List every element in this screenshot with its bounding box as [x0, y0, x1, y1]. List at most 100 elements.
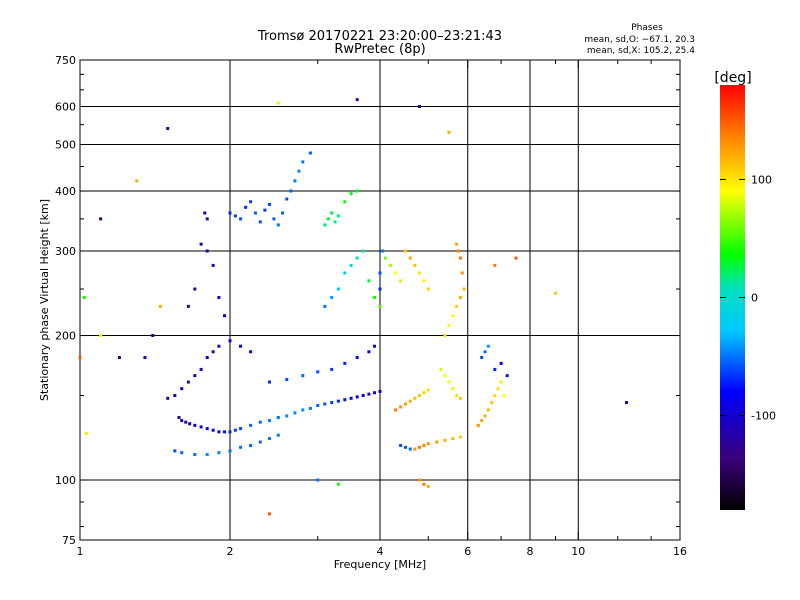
data-point-0-103: [349, 263, 353, 267]
colorbar-label: [deg]: [714, 70, 751, 86]
data-point-0-70: [258, 220, 262, 224]
data-point-0-117: [408, 256, 412, 260]
data-point-0-172: [417, 478, 421, 482]
data-point-0-175: [316, 478, 320, 482]
data-point-0-42: [276, 433, 280, 437]
x-axis-label: Frequency [MHz]: [334, 558, 426, 571]
y-tick-label-0: 75: [62, 534, 76, 547]
data-point-0-82: [205, 249, 209, 253]
data-point-0-108: [378, 304, 382, 308]
data-point-0-35: [205, 453, 209, 457]
data-point-0-5: [199, 425, 203, 429]
data-point-0-161: [490, 401, 494, 405]
data-point-0-170: [499, 361, 503, 365]
data-point-0-25: [343, 398, 347, 402]
data-point-0-131: [403, 445, 407, 449]
data-point-0-110: [378, 271, 382, 275]
data-point-0-54: [249, 350, 253, 354]
data-point-0-177: [267, 512, 271, 516]
data-point-0-93: [330, 211, 334, 215]
data-point-0-182: [151, 334, 155, 338]
data-point-0-192: [447, 130, 451, 134]
data-point-0-12: [239, 427, 243, 431]
data-point-0-83: [199, 242, 203, 246]
stats-line-o: mean, sd,O: −67.1, 20.3: [584, 35, 695, 45]
data-point-0-107: [373, 296, 377, 300]
data-point-0-106: [367, 279, 371, 283]
data-point-0-101: [336, 287, 340, 291]
data-point-0-10: [228, 430, 232, 434]
data-point-0-57: [301, 374, 305, 378]
data-point-0-18: [293, 411, 297, 415]
chart-subtitle: RwPretec (8p): [334, 42, 425, 57]
data-points: [78, 98, 629, 516]
data-point-0-56: [285, 377, 289, 381]
x-tick-label-3: 6: [464, 545, 471, 558]
chart-title: Tromsø 20170221 23:20:00–23:21:43: [257, 29, 502, 44]
data-point-0-147: [460, 271, 464, 275]
data-point-0-81: [308, 151, 312, 155]
data-point-0-44: [173, 394, 177, 398]
data-point-0-98: [355, 189, 359, 193]
y-tick-label-7: 750: [55, 54, 76, 67]
data-point-0-6: [205, 427, 209, 431]
data-point-0-136: [426, 442, 430, 446]
colorbar-tick-label-2: -100: [751, 410, 776, 423]
data-point-0-84: [211, 263, 215, 267]
data-point-0-91: [323, 223, 327, 227]
data-point-0-60: [343, 361, 347, 365]
data-point-0-17: [285, 414, 289, 418]
data-point-0-191: [417, 105, 421, 109]
data-point-0-144: [455, 304, 459, 308]
data-point-0-102: [343, 271, 347, 275]
data-point-0-78: [293, 179, 297, 183]
data-point-0-138: [443, 438, 447, 442]
data-point-0-80: [301, 160, 305, 164]
data-point-0-31: [378, 389, 382, 393]
data-point-0-154: [451, 387, 455, 391]
data-point-0-62: [367, 350, 371, 354]
data-point-0-36: [217, 451, 221, 455]
data-point-0-71: [263, 208, 267, 212]
data-point-0-30: [373, 391, 377, 395]
data-point-0-50: [211, 350, 215, 354]
data-point-0-120: [422, 279, 426, 283]
colorbar-tick-label-1: 0: [751, 292, 758, 305]
data-point-0-111: [381, 249, 385, 253]
data-point-0-73: [272, 217, 276, 221]
data-point-0-61: [355, 355, 359, 359]
data-point-0-55: [267, 380, 271, 384]
data-point-0-99: [323, 304, 327, 308]
data-point-0-113: [389, 263, 393, 267]
data-point-0-148: [458, 256, 462, 260]
data-point-0-4: [193, 423, 197, 427]
data-point-0-15: [267, 419, 271, 423]
data-point-0-145: [458, 296, 462, 300]
data-point-0-87: [223, 314, 227, 318]
data-point-0-190: [355, 98, 359, 102]
data-point-0-37: [228, 449, 232, 453]
data-point-0-41: [267, 437, 271, 441]
data-point-0-67: [244, 205, 248, 209]
data-point-0-180: [553, 291, 557, 295]
data-point-0-59: [330, 367, 334, 371]
data-point-0-133: [413, 447, 417, 451]
data-point-0-26: [349, 396, 353, 400]
data-point-0-135: [422, 444, 426, 448]
data-point-0-128: [422, 391, 426, 395]
data-point-0-90: [203, 211, 207, 215]
colorbar-ticks: 100 0 -100: [720, 173, 776, 423]
data-point-0-0: [177, 415, 181, 419]
x-tick-label-1: 2: [227, 545, 234, 558]
colorbar: [deg] 100 0 -100: [714, 70, 776, 510]
data-point-0-63: [373, 344, 377, 348]
data-point-0-183: [143, 355, 147, 359]
data-point-0-92: [326, 217, 330, 221]
data-point-0-105: [361, 249, 365, 253]
data-point-0-33: [180, 451, 184, 455]
data-point-0-173: [422, 482, 426, 486]
data-point-0-194: [84, 432, 88, 436]
data-point-0-77: [289, 189, 293, 193]
data-point-0-74: [276, 223, 280, 227]
